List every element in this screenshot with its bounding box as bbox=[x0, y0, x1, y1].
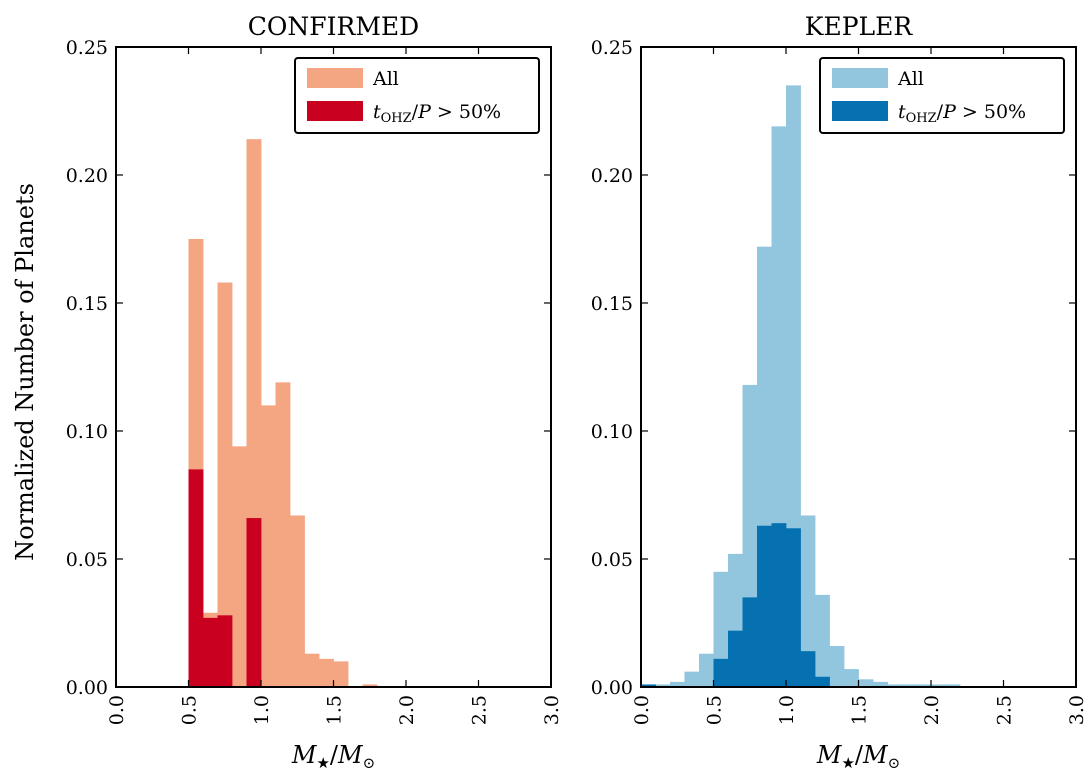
confirmed-xtick-label-5: 2.5 bbox=[469, 695, 491, 725]
kepler-bar-ohz-7 bbox=[800, 651, 816, 687]
confirmed-xtick-label-4: 2.0 bbox=[396, 695, 418, 725]
kepler-panel: 0.00 0.05 0.10 0.15 0.20 0.25 0.0 0.5 1.0 1.5 2.0 2… bbox=[591, 12, 1088, 772]
confirmed-bar-ohz-4 bbox=[246, 518, 262, 687]
kepler-x-axis-label: M★/M⊙ bbox=[816, 741, 900, 772]
confirmed-bar-all-3 bbox=[232, 446, 247, 687]
confirmed-bar-all-10 bbox=[333, 661, 349, 687]
kepler-xtick-label-3: 1.5 bbox=[849, 695, 871, 725]
kepler-bar-ohz-3 bbox=[742, 597, 758, 687]
kepler-bar-ohz-1 bbox=[713, 658, 729, 687]
kepler-bar-ohz-4 bbox=[757, 525, 772, 687]
kepler-bar-all-12 bbox=[815, 594, 830, 687]
kepler-bar-all-16 bbox=[873, 681, 888, 687]
kepler-legend-label-ohz: tOHZ/P > 50% bbox=[898, 101, 1026, 126]
kepler-bar-all-13 bbox=[829, 646, 845, 687]
kepler-bar-ohz-0 bbox=[641, 684, 656, 687]
confirmed-x-axis-label: M★/M⊙ bbox=[291, 741, 375, 772]
kepler-xtick-label-6: 3.0 bbox=[1066, 695, 1088, 725]
kepler-bar-ohz-6 bbox=[786, 528, 801, 687]
confirmed-xtick-label-0: 0.0 bbox=[106, 695, 128, 725]
kepler-xtick-label-0: 0.0 bbox=[631, 695, 653, 725]
confirmed-series-all bbox=[188, 139, 378, 687]
kepler-bar-all-21 bbox=[945, 684, 961, 687]
confirmed-xtick-label-6: 3.0 bbox=[541, 695, 563, 725]
kepler-bar-all-18 bbox=[902, 684, 917, 687]
kepler-bar-ohz-2 bbox=[728, 630, 743, 687]
kepler-xtick-label-2: 1.0 bbox=[776, 695, 798, 725]
confirmed-series-ohz bbox=[188, 469, 262, 687]
kepler-bar-all-1 bbox=[655, 684, 671, 687]
kepler-legend-swatch-ohz bbox=[832, 101, 888, 121]
confirmed-ytick-label-4: 0.20 bbox=[66, 165, 108, 187]
confirmed-xtick-label-2: 1.0 bbox=[251, 695, 273, 725]
confirmed-ytick-label-3: 0.15 bbox=[66, 293, 108, 315]
kepler-ytick-label-4: 0.20 bbox=[591, 165, 633, 187]
kepler-title: KEPLER bbox=[805, 12, 914, 41]
kepler-xtick-label-5: 2.5 bbox=[994, 695, 1016, 725]
kepler-bar-all-17 bbox=[887, 684, 903, 687]
kepler-bar-all-4 bbox=[699, 653, 714, 687]
kepler-bar-all-2 bbox=[670, 681, 685, 687]
confirmed-bar-all-2 bbox=[217, 282, 233, 687]
confirmed-bar-all-8 bbox=[304, 653, 320, 687]
confirmed-bar-ohz-0 bbox=[188, 469, 204, 687]
confirmed-legend-label-all: All bbox=[372, 68, 399, 90]
confirmed-bar-ohz-2 bbox=[217, 615, 233, 687]
kepler-ytick-label-1: 0.05 bbox=[591, 549, 633, 571]
confirmed-legend-swatch-ohz bbox=[307, 101, 363, 121]
confirmed-ytick-label-2: 0.10 bbox=[66, 421, 108, 443]
kepler-ytick-label-0: 0.00 bbox=[591, 677, 633, 699]
kepler-series-ohz bbox=[641, 523, 830, 687]
kepler-bar-all-20 bbox=[931, 684, 946, 687]
confirmed-ytick-label-5: 0.25 bbox=[66, 37, 108, 59]
kepler-bar-all-15 bbox=[858, 679, 874, 687]
confirmed-bar-all-7 bbox=[290, 515, 305, 687]
confirmed-bar-all-5 bbox=[261, 405, 276, 687]
confirmed-legend: All tOHZ/P > 50% bbox=[294, 57, 540, 134]
kepler-bar-all-3 bbox=[684, 671, 700, 687]
confirmed-legend-swatch-all bbox=[307, 68, 363, 88]
confirmed-bar-ohz-1 bbox=[203, 617, 218, 687]
confirmed-xtick-label-3: 1.5 bbox=[324, 695, 346, 725]
confirmed-panel: 0.00 0.05 0.10 0.15 0.20 0.25 0.0 0.5 1.0 1.5 2.0 2… bbox=[66, 12, 563, 772]
confirmed-ytick-label-1: 0.05 bbox=[66, 549, 108, 571]
kepler-ytick-label-5: 0.25 bbox=[591, 37, 633, 59]
confirmed-bar-all-9 bbox=[319, 658, 334, 687]
kepler-legend: All tOHZ/P > 50% bbox=[819, 57, 1065, 134]
confirmed-axes-frame bbox=[115, 46, 552, 688]
kepler-bar-all-19 bbox=[916, 684, 932, 687]
confirmed-bar-all-6 bbox=[275, 382, 291, 687]
kepler-axes-frame bbox=[640, 46, 1077, 688]
kepler-bar-all-14 bbox=[844, 669, 859, 687]
kepler-bar-ohz-5 bbox=[771, 523, 787, 687]
kepler-ytick-label-3: 0.15 bbox=[591, 293, 633, 315]
kepler-xtick-label-1: 0.5 bbox=[704, 695, 726, 725]
confirmed-xtick-label-1: 0.5 bbox=[179, 695, 201, 725]
kepler-bar-ohz-8 bbox=[815, 676, 830, 687]
kepler-ytick-label-2: 0.10 bbox=[591, 421, 633, 443]
confirmed-legend-label-ohz: tOHZ/P > 50% bbox=[373, 101, 501, 126]
kepler-bar-all-5 bbox=[713, 571, 729, 687]
confirmed-title: CONFIRMED bbox=[248, 12, 419, 41]
kepler-xtick-label-4: 2.0 bbox=[921, 695, 943, 725]
confirmed-bar-all-11 bbox=[362, 684, 378, 687]
y-axis-label: Normalized Number of Planets bbox=[11, 183, 39, 561]
kepler-legend-label-all: All bbox=[897, 68, 924, 90]
kepler-bar-all-11 bbox=[800, 515, 816, 687]
kepler-legend-swatch-all bbox=[832, 68, 888, 88]
confirmed-ytick-label-0: 0.00 bbox=[66, 677, 108, 699]
